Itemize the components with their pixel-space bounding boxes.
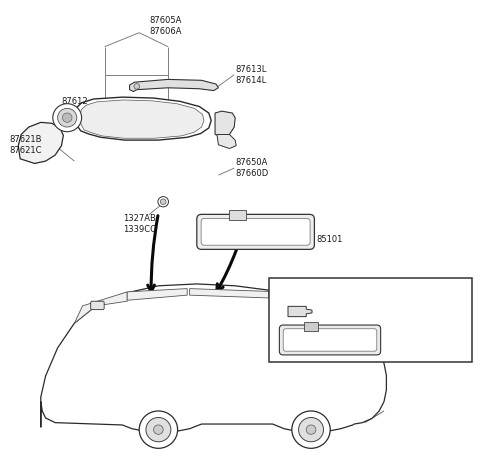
Polygon shape (288, 306, 312, 317)
Polygon shape (74, 97, 211, 140)
FancyBboxPatch shape (279, 325, 381, 355)
Polygon shape (215, 111, 235, 136)
Text: 87621B
87621C: 87621B 87621C (10, 134, 42, 155)
Text: 87613L
87614L: 87613L 87614L (235, 64, 266, 85)
Polygon shape (217, 134, 236, 149)
Circle shape (62, 113, 72, 122)
Circle shape (154, 425, 163, 434)
Text: 85131: 85131 (394, 315, 419, 324)
Text: 85101: 85101 (317, 235, 343, 244)
Circle shape (306, 425, 316, 434)
FancyBboxPatch shape (269, 278, 472, 362)
Polygon shape (130, 79, 218, 92)
FancyBboxPatch shape (304, 322, 318, 331)
Text: 85101: 85101 (394, 340, 419, 349)
Circle shape (299, 417, 324, 442)
Text: 1327AB
1339CC: 1327AB 1339CC (123, 214, 156, 234)
Circle shape (53, 104, 82, 132)
FancyBboxPatch shape (283, 329, 377, 351)
Text: 87650A
87660D: 87650A 87660D (235, 158, 268, 178)
Circle shape (292, 411, 330, 448)
Polygon shape (190, 289, 269, 298)
FancyBboxPatch shape (201, 219, 310, 245)
Polygon shape (74, 292, 127, 323)
Polygon shape (80, 100, 204, 138)
Polygon shape (41, 284, 386, 432)
Circle shape (158, 197, 168, 207)
Circle shape (134, 84, 140, 89)
Text: 87605A
87606A: 87605A 87606A (149, 15, 182, 36)
Polygon shape (18, 122, 63, 163)
Circle shape (58, 108, 77, 127)
Polygon shape (127, 289, 187, 300)
Circle shape (139, 411, 178, 448)
Circle shape (160, 199, 166, 205)
Polygon shape (271, 291, 336, 319)
FancyBboxPatch shape (229, 210, 246, 220)
Circle shape (146, 417, 171, 442)
Text: (W/ECM+HOME LINK
  SYSTEM+COMPASS TYPE): (W/ECM+HOME LINK SYSTEM+COMPASS TYPE) (279, 290, 386, 311)
Text: 87612: 87612 (61, 97, 88, 106)
FancyBboxPatch shape (197, 214, 314, 249)
FancyBboxPatch shape (91, 301, 104, 310)
